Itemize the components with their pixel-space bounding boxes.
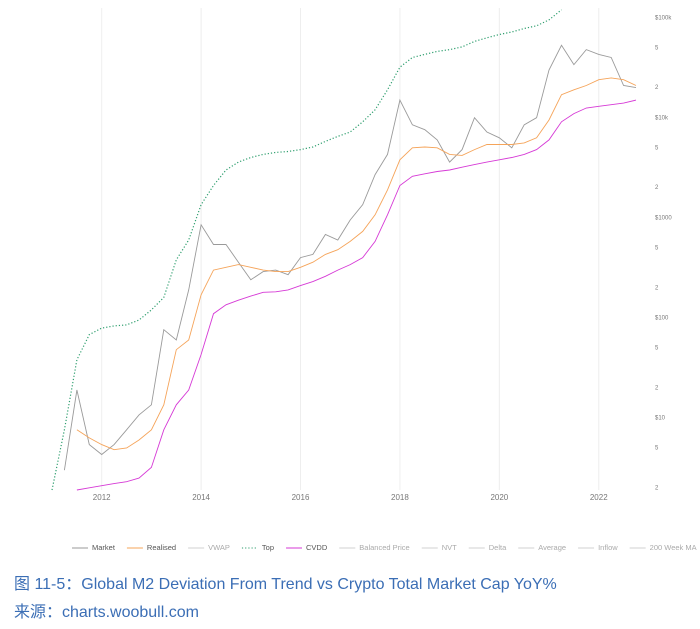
y-tick-label: 2 [655, 485, 659, 491]
series-line [76, 77, 637, 451]
legend-label: CVDD [306, 543, 328, 552]
y-tick-label: 5 [655, 45, 659, 51]
source-caption: 来源：charts.woobull.com [14, 604, 199, 621]
y-tick-label: 5 [655, 245, 659, 251]
series-line [51, 9, 562, 491]
legend-label: Realised [147, 543, 176, 552]
y-tick-label: 2 [655, 285, 659, 291]
y-tick-label: $1000 [655, 215, 672, 221]
y-tick-label: 5 [655, 446, 659, 452]
legend-label: NVT [442, 543, 457, 552]
plot [51, 9, 637, 491]
x-tick-label: 2016 [292, 493, 310, 502]
x-tick-label: 2020 [490, 493, 508, 502]
grid [101, 8, 600, 490]
axes: 2012 2014 2016 2018 2020 2022 $100k 5 2 $10k 5 2 $10… [93, 15, 673, 502]
x-tick-label: 2014 [192, 493, 210, 502]
legend-label: 200 Week MA [650, 543, 697, 552]
legend-label: Average [538, 543, 566, 552]
y-tick-label: 2 [655, 385, 659, 391]
series-line [63, 44, 637, 471]
series-line [76, 99, 637, 491]
legend-label: Balanced Price [359, 543, 409, 552]
legend-label: Delta [489, 543, 507, 552]
x-tick-label: 2018 [391, 493, 409, 502]
chart: 2012 2014 2016 2018 2020 2022 $100k 5 2 $10k 5 2 $10… [51, 8, 697, 552]
legend-label: Inflow [598, 543, 618, 552]
x-tick-label: 2022 [590, 493, 608, 502]
legend: Market Realised VWAP Top CVDD Balanced Price N… [72, 543, 697, 552]
y-tick-label: 2 [655, 85, 659, 91]
y-tick-label: $100k [655, 15, 672, 21]
y-tick-label: 5 [655, 346, 659, 352]
x-tick-label: 2012 [93, 493, 111, 502]
y-tick-label: $10k [655, 115, 669, 121]
y-tick-label: 5 [655, 145, 659, 151]
legend-label: Top [262, 543, 274, 552]
legend-label: Market [92, 543, 116, 552]
y-tick-label: 2 [655, 185, 659, 191]
y-tick-label: $100 [655, 315, 669, 321]
y-tick-label: $10 [655, 415, 666, 421]
figure-caption: 图 11-5：Global M2 Deviation From Trend vs… [14, 576, 557, 593]
legend-label: VWAP [208, 543, 230, 552]
